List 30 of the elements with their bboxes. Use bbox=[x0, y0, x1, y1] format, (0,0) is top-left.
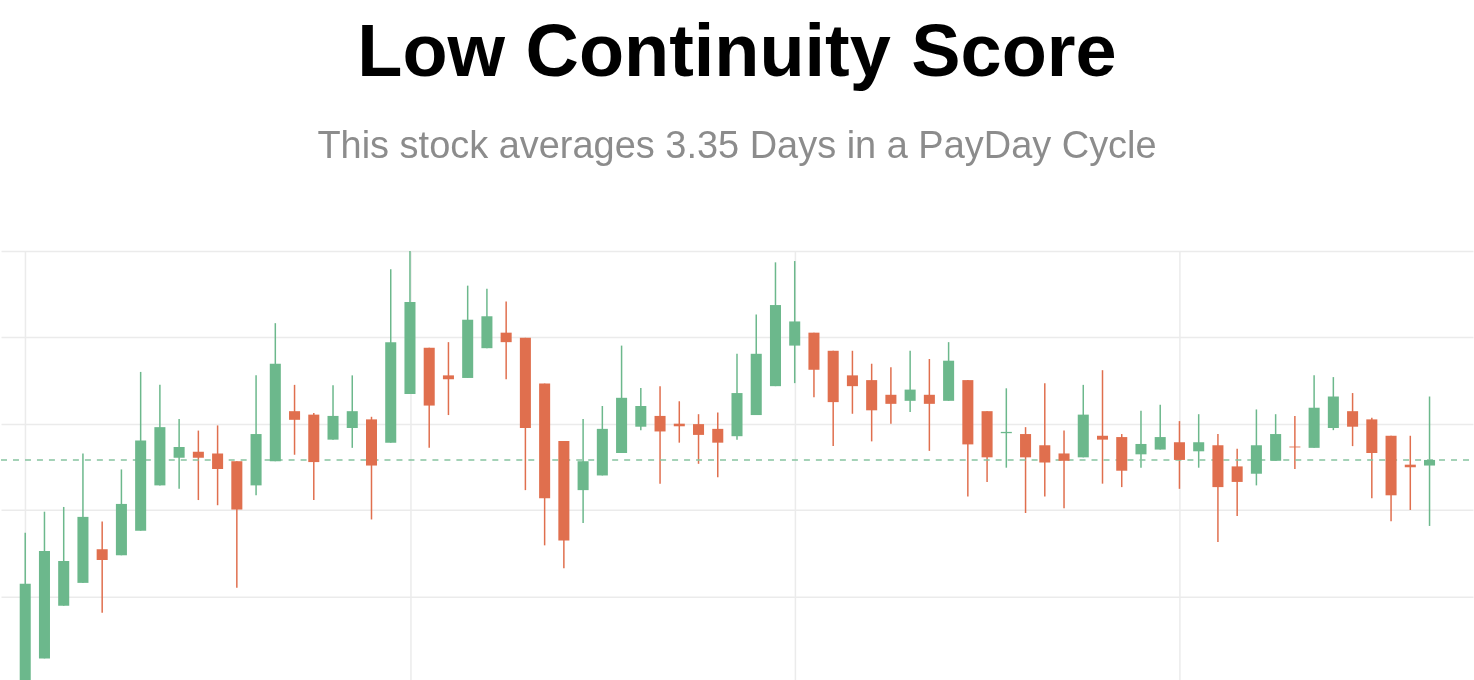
candlestick bbox=[289, 384, 301, 456]
candlestick bbox=[1193, 413, 1205, 469]
candlestick bbox=[904, 350, 916, 413]
candlestick bbox=[1020, 426, 1032, 514]
candlestick bbox=[923, 358, 935, 452]
candlestick bbox=[442, 341, 454, 416]
candlestick bbox=[635, 387, 647, 431]
candlestick bbox=[654, 385, 666, 485]
candlestick bbox=[1096, 369, 1109, 485]
candlestick bbox=[1154, 403, 1166, 451]
candlestick bbox=[1347, 392, 1359, 447]
candlestick bbox=[1173, 420, 1185, 490]
candlestick bbox=[96, 520, 108, 614]
candlestick bbox=[1424, 395, 1436, 527]
candlestick bbox=[846, 350, 858, 415]
candlestick bbox=[1231, 447, 1243, 517]
candlestick bbox=[346, 374, 358, 449]
candlestick bbox=[1039, 382, 1051, 498]
candlestick bbox=[500, 300, 512, 380]
chart-title: Low Continuity Score bbox=[357, 8, 1117, 92]
candlestick bbox=[173, 418, 185, 490]
candlestick bbox=[327, 384, 339, 441]
candlestick bbox=[1058, 429, 1070, 509]
chart-subtitle: This stock averages 3.35 Days in a PayDay Cycle bbox=[317, 123, 1157, 166]
candlestick bbox=[192, 429, 204, 501]
candlestick bbox=[712, 411, 724, 478]
candlestick bbox=[693, 413, 705, 465]
candlestick bbox=[212, 424, 224, 506]
candlestick bbox=[1135, 410, 1147, 469]
candlestick bbox=[885, 366, 897, 425]
